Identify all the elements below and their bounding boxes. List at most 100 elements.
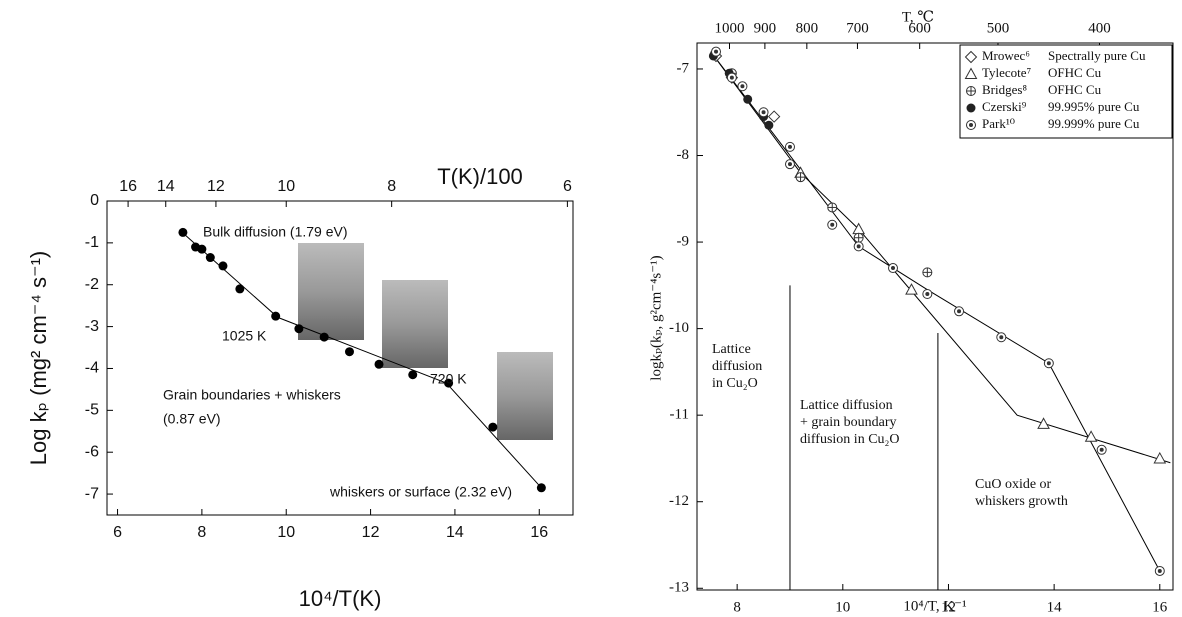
data-point bbox=[1084, 430, 1098, 442]
marker-dot bbox=[761, 110, 766, 115]
y-tick-label: -4 bbox=[85, 360, 99, 377]
y-tick-label: -8 bbox=[677, 147, 690, 163]
marker-dot bbox=[830, 222, 835, 227]
annotation: 1025 K bbox=[222, 328, 267, 344]
x2-tick-label: 16 bbox=[119, 178, 137, 195]
data-point bbox=[905, 283, 918, 295]
annotation: (0.87 eV) bbox=[163, 411, 221, 427]
x-tick-label: 16 bbox=[530, 524, 548, 541]
x2-tick-label: 800 bbox=[796, 20, 819, 36]
chart-panel: 8 10 12 14 16 -7 -8 -9 -10 -11 -12 -13 1000 900 800 700… bbox=[648, 9, 1174, 615]
legend-description: OFHC Cu bbox=[1048, 65, 1102, 80]
data-point bbox=[795, 172, 806, 183]
y-tick-label: -10 bbox=[669, 320, 689, 336]
legend-description: OFHC Cu bbox=[1048, 82, 1102, 97]
y-tick-label: -2 bbox=[85, 276, 99, 293]
legend-label: Bridges⁸ bbox=[982, 82, 1027, 97]
annotation: in Cu₂O bbox=[712, 376, 758, 391]
x-tick-label: 12 bbox=[362, 524, 380, 541]
marker-dot bbox=[856, 244, 861, 249]
x2-tick-label: 10 bbox=[277, 178, 295, 195]
data-point bbox=[488, 422, 498, 432]
data-point bbox=[784, 159, 795, 170]
y-axis-title: logkₚ(kₚ, g²cm⁻⁴s⁻¹) bbox=[648, 255, 664, 380]
annotation: diffusion in Cu₂O bbox=[800, 432, 900, 447]
x-axis-title: 10⁴/T, K⁻¹ bbox=[903, 598, 966, 614]
marker-dot bbox=[969, 123, 973, 127]
annotation: Bulk diffusion (1.79 eV) bbox=[203, 224, 348, 240]
x-tick-label: 14 bbox=[446, 524, 464, 541]
data-point bbox=[888, 263, 898, 274]
data-point bbox=[408, 370, 418, 380]
data-point bbox=[827, 202, 838, 213]
annotation: 720 K bbox=[430, 371, 467, 387]
data-point bbox=[218, 261, 228, 271]
data-point bbox=[1096, 444, 1107, 455]
x-tick-label: 6 bbox=[113, 524, 122, 541]
legend-marker bbox=[966, 86, 976, 96]
x-tick-label: 16 bbox=[1152, 599, 1168, 615]
x2-tick-label: 900 bbox=[754, 20, 777, 36]
data-point bbox=[996, 332, 1007, 343]
data-point bbox=[235, 284, 245, 294]
legend-description: 99.995% pure Cu bbox=[1048, 99, 1140, 114]
data-point bbox=[764, 120, 774, 130]
annotation: whiskers growth bbox=[975, 494, 1068, 509]
marker-dot bbox=[787, 162, 792, 167]
inset-image bbox=[382, 280, 448, 368]
y-tick-label: -12 bbox=[669, 493, 689, 509]
data-point bbox=[922, 267, 933, 278]
legend-label: Tylecote⁷ bbox=[982, 65, 1031, 80]
y-tick-label: -11 bbox=[670, 407, 689, 423]
data-point bbox=[922, 288, 933, 299]
marker-dot bbox=[714, 49, 719, 54]
plot-frame bbox=[696, 42, 1174, 591]
fit-line bbox=[180, 230, 542, 489]
legend-description: 99.999% pure Cu bbox=[1048, 116, 1140, 131]
legend-marker bbox=[966, 120, 976, 130]
x2-tick-label: 600 bbox=[908, 20, 931, 36]
marker-dot bbox=[1046, 361, 1051, 366]
annotation: diffusion bbox=[712, 359, 762, 374]
annotation: Lattice bbox=[712, 342, 751, 357]
data-point bbox=[1037, 417, 1050, 429]
data-point bbox=[178, 227, 188, 237]
legend-label: Park¹⁰ bbox=[982, 116, 1015, 131]
x2-tick-label: 500 bbox=[987, 20, 1010, 36]
legend-label: Mrowec⁶ bbox=[982, 48, 1030, 63]
x-tick-label: 10 bbox=[277, 524, 295, 541]
x2-axis-title: T(K)/100 bbox=[437, 164, 523, 189]
y-tick-label: -3 bbox=[85, 318, 99, 335]
x2-axis-title: T, ℃ bbox=[902, 9, 934, 25]
data-point bbox=[294, 324, 304, 334]
y-tick-label: -9 bbox=[677, 234, 690, 250]
inset-images bbox=[298, 243, 553, 440]
inset-image bbox=[298, 243, 364, 340]
marker-dot bbox=[925, 291, 930, 296]
x2-tick-label: 12 bbox=[207, 178, 225, 195]
x-axis-title: 10⁴/T(K) bbox=[299, 586, 382, 611]
x2-tick-label: 400 bbox=[1088, 20, 1111, 36]
data-point bbox=[954, 306, 965, 317]
data-point bbox=[784, 141, 795, 152]
data-point bbox=[374, 359, 384, 369]
x-tick-label: 8 bbox=[197, 524, 206, 541]
annotation: CuO oxide or bbox=[975, 477, 1052, 492]
data-point bbox=[853, 241, 864, 252]
marker-dot bbox=[891, 266, 895, 271]
legend-description: Spectrally pure Cu bbox=[1048, 48, 1146, 63]
y-tick-label: -7 bbox=[85, 485, 99, 502]
legend-label: Czerski⁹ bbox=[982, 99, 1027, 114]
x2-tick-label: 14 bbox=[157, 178, 175, 195]
x2-tick-label: 6 bbox=[563, 178, 572, 195]
annotation: Lattice diffusion bbox=[800, 398, 893, 413]
y-tick-label: -1 bbox=[85, 234, 99, 251]
marker-dot bbox=[1157, 568, 1162, 573]
marker-dot bbox=[729, 75, 734, 80]
x-tick-label: 8 bbox=[733, 599, 741, 615]
legend-marker bbox=[964, 67, 978, 79]
data-point bbox=[726, 72, 737, 83]
data-point bbox=[1154, 565, 1165, 576]
data-point bbox=[758, 107, 769, 118]
